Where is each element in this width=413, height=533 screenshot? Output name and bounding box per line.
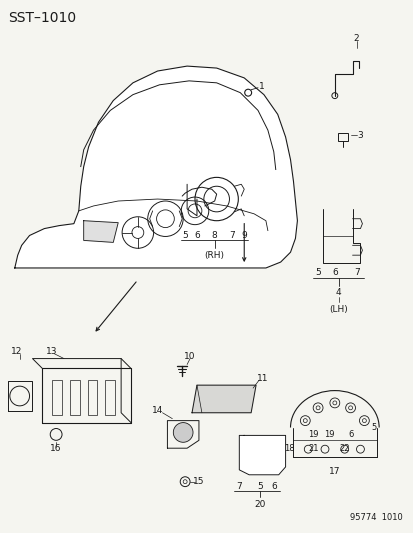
- Text: 7: 7: [354, 269, 359, 277]
- Text: 8: 8: [211, 231, 217, 240]
- Text: 7: 7: [236, 482, 242, 491]
- Text: 9: 9: [241, 231, 247, 240]
- Text: 95774  1010: 95774 1010: [349, 513, 401, 522]
- Text: 5: 5: [256, 482, 262, 491]
- Text: 3: 3: [357, 131, 363, 140]
- Bar: [88, 380, 97, 415]
- Text: SST–1010: SST–1010: [8, 11, 76, 25]
- Bar: [269, 449, 277, 467]
- Circle shape: [173, 423, 192, 442]
- Text: (RH): (RH): [204, 251, 224, 260]
- Text: 10: 10: [184, 352, 195, 361]
- Text: 5: 5: [371, 423, 376, 432]
- Text: 22: 22: [339, 443, 349, 453]
- Text: 15: 15: [193, 477, 204, 486]
- Text: 12: 12: [11, 347, 22, 356]
- Text: 6: 6: [347, 430, 352, 439]
- Text: 14: 14: [152, 406, 163, 415]
- Text: 11: 11: [256, 374, 268, 383]
- Bar: [259, 449, 266, 467]
- Text: 20: 20: [254, 500, 265, 509]
- Polygon shape: [15, 66, 297, 268]
- Bar: [96, 224, 104, 236]
- Text: 16: 16: [50, 443, 62, 453]
- Text: 4: 4: [335, 288, 341, 297]
- Text: 2: 2: [353, 34, 358, 43]
- Text: 6: 6: [270, 482, 276, 491]
- Text: 5: 5: [182, 231, 188, 240]
- Text: 13: 13: [46, 347, 58, 356]
- Bar: [86, 224, 94, 236]
- Text: 6: 6: [194, 231, 199, 240]
- Bar: [105, 380, 115, 415]
- Text: (LH): (LH): [329, 305, 347, 314]
- Text: 19: 19: [323, 430, 333, 439]
- Text: 17: 17: [328, 467, 340, 477]
- Text: 18: 18: [284, 443, 294, 453]
- Text: 21: 21: [307, 443, 318, 453]
- Polygon shape: [192, 385, 255, 413]
- Text: 5: 5: [314, 269, 320, 277]
- Bar: [70, 380, 80, 415]
- Text: 1: 1: [259, 82, 264, 91]
- Polygon shape: [239, 435, 285, 475]
- Bar: [247, 449, 255, 467]
- Text: 19: 19: [307, 430, 318, 439]
- Text: 7: 7: [229, 231, 235, 240]
- Bar: [52, 380, 62, 415]
- Polygon shape: [83, 221, 118, 243]
- Text: 6: 6: [331, 269, 337, 277]
- Bar: [337, 133, 347, 141]
